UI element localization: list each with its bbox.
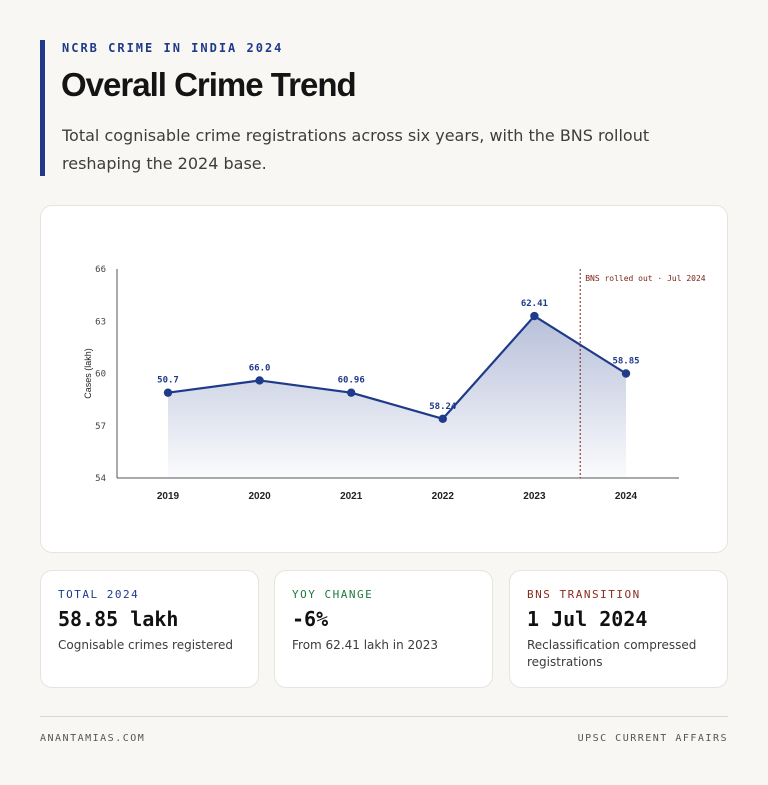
bns-marker-label: BNS rolled out · Jul 2024 <box>585 274 706 283</box>
crime-trend-chart: 54 57 60 63 66 Cases (lakh) 2019 2020 2021 2022 20… <box>83 265 706 502</box>
stat-desc: Reclassification compressed registration… <box>527 638 697 669</box>
area-fill <box>168 316 626 478</box>
data-point <box>347 388 356 397</box>
stat-card-total: TOTAL 2024 58.85 lakh Cognisable crimes … <box>40 570 259 688</box>
kicker: NCRB CRIME IN INDIA 2024 <box>62 41 284 55</box>
footer-tagline: UPSC CURRENT AFFAIRS <box>577 733 728 744</box>
y-tick-label: 57 <box>95 422 106 432</box>
data-label: 60.96 <box>338 376 365 386</box>
data-label: 66.0 <box>249 363 271 373</box>
x-tick-label: 2024 <box>615 491 638 502</box>
stat-desc: Cognisable crimes registered <box>58 638 234 652</box>
stat-label: TOTAL 2024 <box>58 588 140 601</box>
y-tick-label: 54 <box>95 474 106 484</box>
x-tick-label: 2023 <box>523 491 546 502</box>
data-point <box>530 311 539 321</box>
x-tick-label: 2019 <box>157 491 180 502</box>
data-point <box>163 388 173 397</box>
x-tick-label: 2022 <box>432 491 455 502</box>
data-label: 50.7 <box>157 376 179 386</box>
page-subtitle: Total cognisable crime registrations acr… <box>62 126 650 173</box>
data-point <box>621 369 631 378</box>
footer-site: ANANTAMIAS.COM <box>40 733 146 744</box>
stat-card-yoy: YOY CHANGE -6% From 62.41 lakh in 2023 <box>274 570 493 688</box>
page-title: Overall Crime Trend <box>61 66 357 103</box>
y-tick-label: 63 <box>95 317 106 327</box>
series-line <box>167 314 627 420</box>
y-axis-label: Cases (lakh) <box>83 348 93 399</box>
stat-card-bns: BNS TRANSITION 1 Jul 2024 Reclassificati… <box>509 570 728 688</box>
data-point <box>255 376 264 385</box>
data-point <box>438 414 447 423</box>
data-label: 58.85 <box>612 357 639 367</box>
stat-desc: From 62.41 lakh in 2023 <box>292 638 439 652</box>
stat-label: YOY CHANGE <box>292 588 374 601</box>
data-label: 58.24 <box>429 402 457 412</box>
x-tick-label: 2020 <box>248 491 271 502</box>
y-tick-label: 60 <box>95 370 106 380</box>
data-label: 62.41 <box>521 299 548 309</box>
stat-value: 58.85 lakh <box>58 607 179 631</box>
footer-divider <box>40 716 728 717</box>
stat-value: -6% <box>292 607 329 631</box>
accent-bar <box>40 40 45 176</box>
stat-label: BNS TRANSITION <box>527 588 641 601</box>
stat-value: 1 Jul 2024 <box>527 607 648 631</box>
chart-card: 54 57 60 63 66 Cases (lakh) 2019 2020 2021 2022 20… <box>40 205 728 553</box>
y-tick-label: 66 <box>95 265 106 275</box>
x-tick-label: 2021 <box>340 491 363 502</box>
